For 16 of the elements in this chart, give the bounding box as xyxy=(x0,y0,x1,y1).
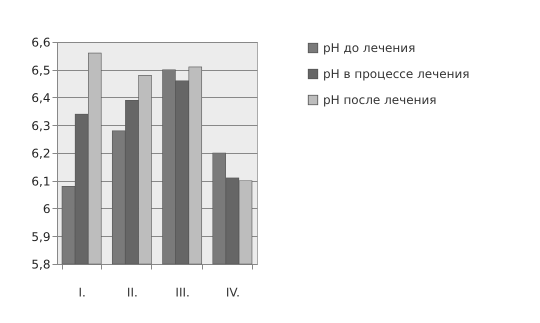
y-tick-label: 5,9 xyxy=(31,230,50,244)
y-tick-label: 6,1 xyxy=(31,174,50,188)
legend-label: pH в процессе лечения xyxy=(323,67,470,81)
x-tick-label: I. xyxy=(78,286,86,300)
y-tick-label: 6,2 xyxy=(31,146,50,160)
legend-label: pH после лечения xyxy=(323,93,436,107)
x-tick-label: II. xyxy=(126,286,138,300)
y-tick-label: 6,4 xyxy=(31,91,50,105)
x-tick-label: IV. xyxy=(226,286,240,300)
y-tick-label: 6 xyxy=(42,202,50,216)
x-tick-label: III. xyxy=(175,286,190,300)
y-tick-label: 6,6 xyxy=(31,36,50,50)
legend-label: pH до лечения xyxy=(323,41,416,55)
y-tick-label: 6,3 xyxy=(31,118,50,133)
y-tick-label: 5,8 xyxy=(31,258,50,272)
y-tick-label: 6,5 xyxy=(31,63,50,78)
